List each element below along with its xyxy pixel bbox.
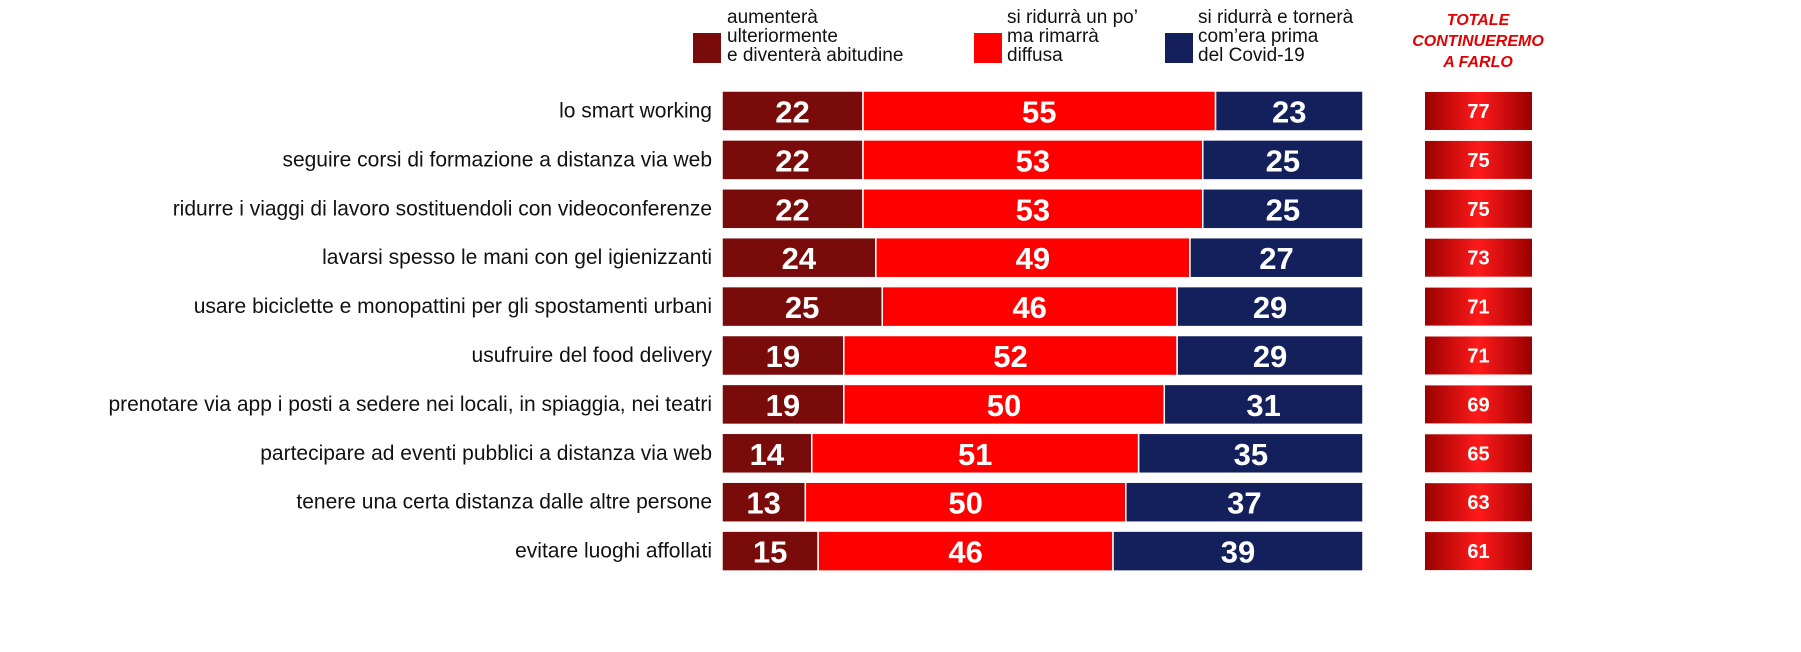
value-label: 22 [775,95,809,130]
total-label: 69 [1467,394,1489,416]
category-label: partecipare ad eventi pubblici a distanz… [260,442,712,465]
bar-segment [843,334,1178,377]
value-label: 15 [753,535,787,570]
legend-swatch [693,33,721,63]
value-label: 53 [1016,143,1050,178]
value-label: 27 [1259,241,1293,276]
bar-segment [1112,530,1364,572]
bar-segment [721,90,864,132]
total-label: 75 [1467,199,1489,221]
category-label: prenotare via app i posti a sedere nei l… [108,393,712,416]
category-label: lo smart working [559,100,712,123]
value-label: 19 [766,339,800,374]
value-label: 29 [1253,290,1287,325]
bar-segment [843,383,1166,426]
bar-segment [817,530,1114,572]
total-box [1425,287,1532,326]
total-label: 77 [1467,101,1489,123]
value-label: 52 [993,339,1027,374]
value-label: 39 [1221,535,1255,570]
bar-segment [721,432,813,475]
total-label: 65 [1467,443,1489,465]
category-label: usufruire del food delivery [472,344,713,367]
value-label: 31 [1246,388,1280,423]
legend-label: si ridurrà e tornerà com’era prima del C… [1198,7,1354,66]
value-label: 53 [1016,192,1050,227]
value-label: 22 [775,143,809,178]
value-label: 46 [1012,290,1046,325]
bar-segment [1163,383,1364,426]
value-label: 50 [948,486,982,521]
bar-segment [1214,90,1364,132]
bar-segment [862,188,1204,230]
total-label: 71 [1467,297,1489,319]
total-label: 63 [1467,492,1489,514]
bar-segment [721,285,883,328]
total-box [1425,483,1532,522]
value-label: 13 [746,486,780,521]
value-label: 22 [775,192,809,227]
bar-segment [721,236,877,279]
bar-segment [804,481,1127,523]
total-box [1425,385,1532,424]
value-label: 50 [987,388,1021,423]
total-label: 73 [1467,248,1489,270]
value-label: 35 [1234,437,1268,472]
category-label: seguire corsi di formazione a distanza v… [282,148,712,171]
bar-segment [875,236,1191,279]
bar-segment [810,432,1140,475]
total-box [1425,434,1532,473]
value-label: 24 [782,241,817,276]
category-label: tenere una certa distanza dalle altre pe… [296,491,712,514]
value-label: 19 [766,388,800,423]
total-box [1425,92,1532,130]
bar-segment [1189,236,1364,279]
legend-swatch [974,33,1002,63]
total-box [1425,238,1532,277]
total-label: 61 [1467,541,1489,563]
bar-segment [721,383,845,426]
bar-segment [1202,188,1364,230]
bar-segment [721,188,864,230]
totals-title: TOTALE CONTINUEREMO A FARLO [1412,12,1544,71]
value-label: 46 [948,535,982,570]
legend-swatch [1165,33,1193,63]
value-label: 49 [1016,241,1050,276]
category-label: usare biciclette e monopattini per gli s… [194,295,712,318]
bar-segment [881,285,1178,328]
bar-segment [721,139,864,181]
bar-segment [1176,334,1364,377]
value-label: 14 [750,437,785,472]
bar-segment [1202,139,1364,181]
value-label: 23 [1272,95,1306,130]
bar-segment [1137,432,1364,475]
legend-label: aumenterà ulteriormente e diventerà abit… [727,7,904,66]
total-label: 71 [1467,346,1489,368]
total-box [1425,336,1532,375]
bar-segment [862,90,1217,132]
bar-segment [1125,481,1364,523]
value-label: 51 [958,437,992,472]
value-label: 25 [785,290,819,325]
bar-segment [1176,285,1364,328]
category-label: evitare luoghi affollati [515,540,712,563]
bar-segment [721,530,819,572]
total-box [1425,140,1532,179]
value-label: 25 [1266,143,1300,178]
category-label: ridurre i viaggi di lavoro sostituendoli… [173,197,712,220]
total-box [1425,532,1532,571]
value-label: 29 [1253,339,1287,374]
total-box [1425,189,1532,228]
value-label: 55 [1022,95,1056,130]
legend-label: si ridurrà un po’ ma rimarrà diffusa [1007,7,1138,66]
bar-segment [862,139,1204,181]
total-label: 75 [1467,150,1489,172]
category-label: lavarsi spesso le mani con gel igienizza… [322,246,712,269]
value-label: 37 [1227,486,1261,521]
value-label: 25 [1266,192,1300,227]
